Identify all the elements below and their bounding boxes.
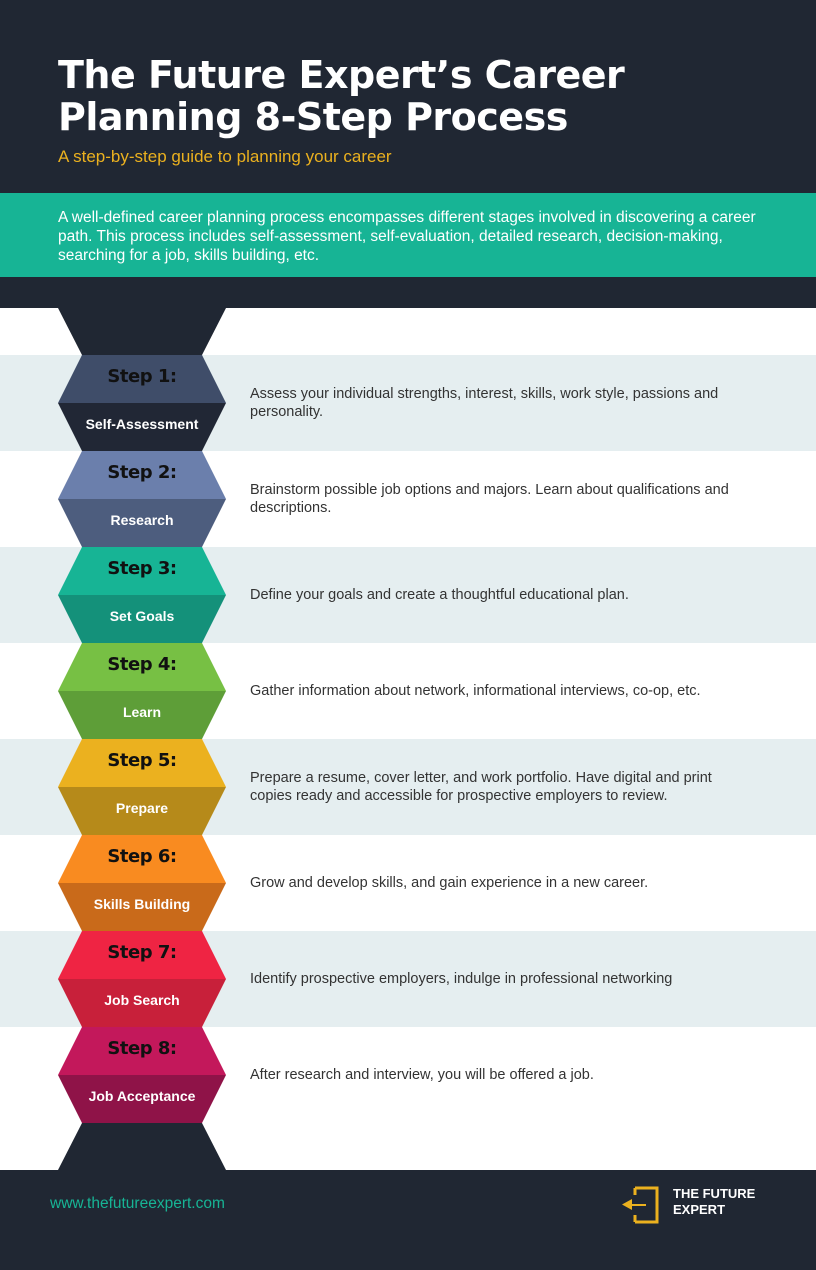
top-funnel <box>58 308 226 355</box>
step-description: Brainstorm possible job options and majo… <box>250 482 729 516</box>
page-subtitle: A step-by-step guide to planning your ca… <box>58 147 392 166</box>
step-hex-top <box>58 643 226 691</box>
step-number: Step 7: <box>107 942 177 963</box>
step-hex-top <box>58 835 226 883</box>
step-row: Gather information about network, inform… <box>0 643 816 739</box>
step-hex-bottom <box>58 499 226 547</box>
step-number: Step 3: <box>107 558 177 579</box>
step-hex-bottom <box>58 403 226 451</box>
step-description: Grow and develop skills, and gain experi… <box>250 875 649 891</box>
step-number: Step 4: <box>107 654 177 675</box>
step-name: Prepare <box>115 800 169 816</box>
step-name: Research <box>110 512 174 528</box>
step-number: Step 6: <box>107 846 177 867</box>
step-hex-top <box>58 1027 226 1075</box>
brand-name: THE FUTURE EXPERT <box>673 1186 755 1218</box>
step-hex-bottom <box>58 883 226 931</box>
step-number: Step 5: <box>107 750 177 771</box>
step-name: Set Goals <box>109 608 175 624</box>
step-name: Learn <box>122 704 162 720</box>
step-row: Grow and develop skills, and gain experi… <box>0 835 816 931</box>
step-hex-bottom <box>58 1075 226 1123</box>
step-description: Assess your individual strengths, intere… <box>250 386 719 420</box>
step-description: Prepare a resume, cover letter, and work… <box>250 770 712 804</box>
step-description: Define your goals and create a thoughtfu… <box>250 587 629 603</box>
step-number: Step 2: <box>107 462 177 483</box>
step-row: After research and interview, you will b… <box>0 1027 816 1123</box>
step-number: Step 8: <box>107 1038 177 1059</box>
step-name: Job Acceptance <box>88 1088 196 1104</box>
footer: www.thefutureexpert.com THE FUTURE EXPER… <box>0 1170 816 1270</box>
divider-band <box>0 277 816 308</box>
step-hex-top <box>58 739 226 787</box>
step-hex-top <box>58 355 226 403</box>
step-row: Brainstorm possible job options and majo… <box>0 451 816 547</box>
step-hex-top <box>58 931 226 979</box>
step-name: Job Search <box>104 992 180 1008</box>
step-hex-bottom <box>58 979 226 1027</box>
intro-text: A well-defined career planning process e… <box>0 193 816 277</box>
step-description: Gather information about network, inform… <box>250 683 701 699</box>
exit-arrow-icon <box>622 1186 659 1224</box>
step-description: Identify prospective employers, indulge … <box>250 971 673 987</box>
step-name: Self-Assessment <box>85 416 199 432</box>
brand-line-2: EXPERT <box>673 1202 726 1217</box>
header: The Future Expert’s Career Planning 8-St… <box>0 0 816 193</box>
step-hex-top <box>58 547 226 595</box>
step-hex-top <box>58 451 226 499</box>
step-name: Skills Building <box>93 896 191 912</box>
brand-line-1: THE FUTURE <box>673 1186 756 1201</box>
bottom-funnel <box>58 1123 226 1170</box>
website-link[interactable]: www.thefutureexpert.com <box>50 1195 225 1212</box>
step-number: Step 1: <box>107 366 177 387</box>
step-hex-bottom <box>58 787 226 835</box>
page-title: The Future Expert’s Career Planning 8-St… <box>58 53 625 139</box>
step-description: After research and interview, you will b… <box>250 1067 594 1083</box>
step-hex-bottom <box>58 691 226 739</box>
step-hex-bottom <box>58 595 226 643</box>
